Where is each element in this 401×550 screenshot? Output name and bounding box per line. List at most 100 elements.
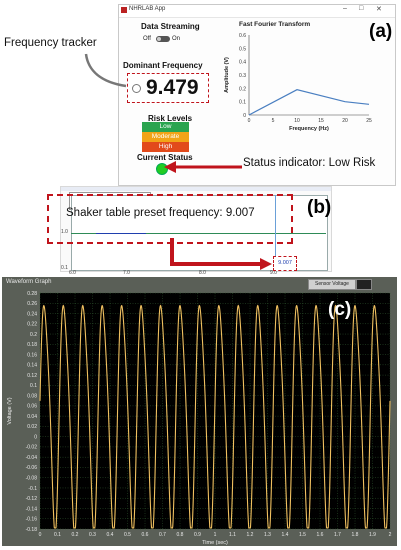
x-tick-label: 1.4 <box>282 532 289 538</box>
y-tick-label: 0 <box>34 434 37 440</box>
x-tick-label: 0.3 <box>89 532 96 538</box>
maximize-button[interactable]: □ <box>359 5 364 12</box>
panel-b-y-tick: 1.0 <box>61 229 68 235</box>
fft-y-tick: 0.3 <box>239 73 246 79</box>
fft-y-tick: 0.4 <box>239 60 246 66</box>
y-tick-label: -0.14 <box>26 506 38 512</box>
window-title: NHRLAB App <box>129 6 166 12</box>
fft-y-tick: 0.2 <box>239 86 246 92</box>
y-axis-label: Voltage (V) <box>7 397 13 424</box>
frequency-tracker-knob <box>132 84 141 93</box>
legend-plot-icon[interactable] <box>356 279 372 290</box>
y-tick-label: 0.18 <box>27 342 37 348</box>
fft-x-tick: 10 <box>294 118 300 124</box>
status-indicator-annotation: Status indicator: Low Risk <box>243 157 376 169</box>
dominant-frequency-value: 9.479 <box>146 76 199 99</box>
x-axis-label: Time (sec) <box>202 540 228 546</box>
y-tick-label: 0.16 <box>27 352 37 358</box>
x-tick-label: 1 <box>214 532 217 538</box>
dominant-frequency-label: Dominant Frequency <box>123 61 203 70</box>
x-tick-label: 1.6 <box>317 532 324 538</box>
y-tick-label: 0.02 <box>27 424 37 430</box>
sensor-voltage-series <box>39 304 391 529</box>
current-status-label: Current Status <box>137 153 193 162</box>
y-tick-label: -0.1 <box>28 486 37 492</box>
marker-value: 9.007 <box>278 260 292 266</box>
panel-b-header <box>61 187 331 191</box>
status-indicator-light <box>156 163 168 175</box>
legend-label: Sensor Voltage <box>315 281 349 287</box>
x-tick-label: 0.6 <box>142 532 149 538</box>
fft-y-label: Amplitude (V) <box>224 57 230 93</box>
cursor-line[interactable] <box>275 195 276 269</box>
panel-b-y-tick-low: 0.1 <box>61 265 68 271</box>
x-tick-label: 0.5 <box>124 532 131 538</box>
risk-high: High <box>142 142 189 152</box>
x-tick-label: 1.9 <box>369 532 376 538</box>
y-tick-label: 0.1 <box>30 383 37 389</box>
x-tick-label: 2 <box>389 532 392 538</box>
x-tick-label: 0 <box>39 532 42 538</box>
x-tick-label: 1.7 <box>334 532 341 538</box>
data-streaming-label: Data Streaming <box>141 22 200 31</box>
streaming-on-label: On <box>172 36 181 42</box>
y-tick-label: 0.08 <box>27 393 37 399</box>
x-tick: 7.0 <box>123 270 130 276</box>
tracker-pointer-line <box>84 53 127 88</box>
fft-series-line <box>248 89 370 116</box>
x-tick-label: 1.1 <box>229 532 236 538</box>
y-tick-label: -0.12 <box>26 496 38 502</box>
y-tick-label: 0.06 <box>27 404 37 410</box>
fft-x-tick: 15 <box>318 118 324 124</box>
sensor-voltage-legend[interactable]: Sensor Voltage <box>308 279 356 290</box>
green-trace <box>71 233 326 234</box>
waveform-title: Waveform Graph <box>6 279 52 285</box>
x-tick-label: 0.8 <box>177 532 184 538</box>
shaker-arrow <box>170 238 272 270</box>
y-tick-label: 0.28 <box>27 291 37 297</box>
fft-y-tick: 0.5 <box>239 46 246 52</box>
y-tick-label: 0.22 <box>27 322 37 328</box>
risk-low: Low <box>142 122 189 132</box>
y-tick-label: -0.18 <box>26 527 38 533</box>
streaming-off-label: Off <box>143 36 151 42</box>
label-a: (a) <box>369 21 393 42</box>
label-c: (c) <box>328 299 352 320</box>
y-tick-label: 0.26 <box>27 301 37 307</box>
x-tick: 8.0 <box>199 270 206 276</box>
marker-value-box: 9.007 <box>273 256 297 271</box>
y-tick-label: 0.24 <box>27 311 37 317</box>
app-window: NHRLAB App – □ ✕ Data Streaming Off On D… <box>118 4 396 186</box>
streaming-toggle[interactable] <box>156 36 170 42</box>
fft-y-tick: 0 <box>243 113 246 119</box>
x-tick: 9.0 <box>270 270 277 276</box>
fft-title: Fast Fourier Transform <box>239 21 311 28</box>
fft-x-label: Frequency (Hz) <box>289 126 329 132</box>
risk-levels-label: Risk Levels <box>148 114 193 123</box>
y-tick-label: 0.2 <box>30 332 37 338</box>
shaker-annotation-box <box>47 194 293 244</box>
fft-plot: 0 0.1 0.2 0.3 0.4 0.5 0.6 0 5 10 15 20 25 Frequency (… <box>224 33 372 132</box>
frequency-display: 9.479 <box>127 73 209 103</box>
fft-x-tick: 20 <box>342 118 348 124</box>
y-tick-label: -0.02 <box>26 445 38 451</box>
fft-y-tick: 0.6 <box>239 33 246 39</box>
minimize-button[interactable]: – <box>343 5 347 12</box>
x-tick-label: 1.3 <box>264 532 271 538</box>
waveform-graph-panel: Waveform Graph Sensor Voltage 0.28 0.26 0.… <box>2 277 397 546</box>
x-tick: 6.0 <box>69 270 76 276</box>
waveform-plot: 0.280.260.240.220.20.180.160.140.120.10.… <box>7 291 392 546</box>
fft-x-tick: 25 <box>366 118 372 124</box>
title-bar: NHRLAB App – □ ✕ <box>119 5 395 18</box>
frequency-tracker-annotation: Frequency tracker <box>4 37 97 49</box>
x-tick-label: 1.5 <box>299 532 306 538</box>
fft-x-tick: 0 <box>248 118 251 124</box>
x-tick-label: 0.4 <box>107 532 114 538</box>
fft-chart: Fast Fourier Transform 0 0.1 0.2 0.3 0.4 0.5 0… <box>219 21 379 139</box>
y-tick-label: -0.04 <box>26 455 38 461</box>
close-button[interactable]: ✕ <box>376 6 382 13</box>
shaker-annotation: Shaker table preset frequency: 9.007 <box>66 207 255 219</box>
y-tick-label: 0.14 <box>27 363 37 369</box>
x-tick-label: 0.2 <box>72 532 79 538</box>
y-tick-label: 0.04 <box>27 414 37 420</box>
